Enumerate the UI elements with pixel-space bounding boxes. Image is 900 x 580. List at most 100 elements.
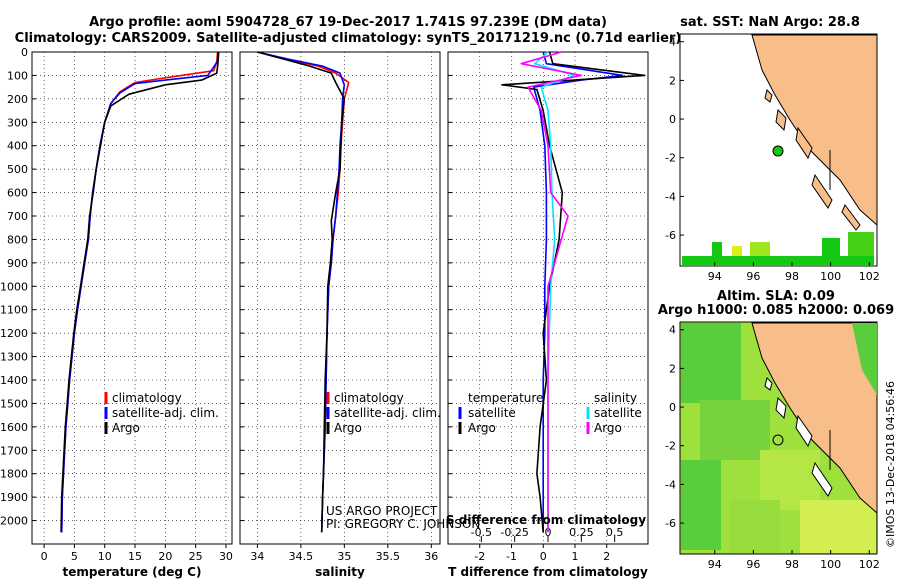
sst-map-axes: 94 96 98 100 102 4 2 0 -2 -4 -6 [665, 36, 880, 283]
island [841, 204, 861, 231]
argo-float-marker [772, 145, 784, 157]
sst-map [682, 34, 878, 265]
salinity-legend: climatology satellite-adj. clim. Argo [326, 391, 441, 435]
y-tick-label: 300 [7, 116, 28, 129]
x-tick-label: 35 [337, 550, 351, 563]
watermark: ©IMOS 13-Dec-2018 04:56:46 [884, 381, 897, 548]
legend-argo: Argo [334, 421, 362, 435]
y-tick-label: 1000 [0, 280, 28, 293]
sst-patch [682, 256, 874, 265]
y-tick-label: 1700 [0, 444, 28, 457]
island [795, 414, 813, 448]
title-line-1: Argo profile: aoml 5904728_67 19-Dec-201… [89, 15, 607, 30]
map-x-tick-label: 100 [820, 270, 841, 283]
island [764, 377, 773, 391]
difference-panel: -2 -1 0 1 2 -0.5 -0.25 0 0.25 0.5 [448, 51, 648, 563]
argo-float-marker [772, 434, 784, 446]
map-y-tick-label: 4 [669, 36, 676, 49]
map-y-tick-label: -4 [665, 190, 676, 203]
sdiff-xlabel: S difference from climatology [446, 513, 646, 527]
legend-t-argo: Argo [468, 421, 496, 435]
y-tick-label: 1500 [0, 397, 28, 410]
sst-map-title: sat. SST: NaN Argo: 28.8 [680, 15, 860, 30]
legend-s-argo: Argo [594, 421, 622, 435]
map-x-tick-label: 100 [820, 558, 841, 571]
legend-s-satellite: satellite [594, 406, 642, 420]
y-tick-label: 100 [7, 69, 28, 82]
y-tick-label: 900 [7, 257, 28, 270]
island [764, 89, 773, 103]
s-tick-label: -0.25 [500, 526, 528, 539]
map-x-tick-label: 102 [859, 270, 880, 283]
sst-patches [682, 232, 874, 265]
series-line-climatology [60, 51, 219, 533]
x-tick-label: 1 [571, 550, 578, 563]
temperature-panel: 0100200300400500600700800900100011001200… [0, 46, 233, 563]
x-tick-label: 30 [219, 550, 233, 563]
map-y-tick-label: 2 [669, 362, 676, 375]
y-tick-label: 1300 [0, 351, 28, 364]
sla-patch [800, 500, 876, 553]
title-line-2: Climatology: CARS2009. Satellite-adjuste… [15, 31, 682, 46]
x-tick-label: 10 [98, 550, 112, 563]
sumatra-land [751, 322, 878, 515]
map-x-tick-label: 96 [746, 270, 760, 283]
y-tick-label: 1100 [0, 304, 28, 317]
y-tick-label: 1900 [0, 491, 28, 504]
map-y-tick-label: 2 [669, 74, 676, 87]
sla-map-axes: 94 96 98 100 102 4 2 0 -2 -4 -6 [665, 324, 880, 571]
y-tick-label: 1600 [0, 421, 28, 434]
map-y-tick-label: -6 [665, 517, 676, 530]
map-x-tick-label: 96 [746, 558, 760, 571]
y-tick-label: 1400 [0, 374, 28, 387]
sla-map [681, 322, 878, 553]
temperature-legend: climatology satellite-adj. clim. Argo [104, 391, 219, 435]
legend-argo: Argo [112, 421, 140, 435]
map-x-tick-label: 102 [859, 558, 880, 571]
legend-climatology: climatology [112, 391, 182, 405]
sla-patch [681, 323, 741, 403]
y-tick-label: 200 [7, 93, 28, 106]
series-line-climatology [257, 51, 350, 533]
map-x-tick-label: 94 [708, 558, 722, 571]
credit-line-2: PI: GREGORY C. JOHNSON [326, 517, 480, 531]
legend-satellite: satellite-adj. clim. [334, 406, 441, 420]
temperature-panel-frame [31, 51, 233, 545]
tdiff-xlabel: T difference from climatology [448, 565, 648, 579]
island [775, 108, 787, 132]
series-line-s-argo [520, 51, 583, 533]
sla-patch [700, 400, 770, 460]
map-x-tick-label: 94 [708, 270, 722, 283]
x-tick-label: 2 [603, 550, 610, 563]
map-x-tick-label: 98 [785, 558, 799, 571]
y-tick-label: 1200 [0, 327, 28, 340]
x-tick-label: 0 [540, 550, 547, 563]
y-tick-label: 800 [7, 233, 28, 246]
x-tick-label: 25 [189, 550, 203, 563]
sla-patch [730, 500, 780, 553]
x-tick-label: 35.5 [376, 550, 401, 563]
s-tick-label: 0.5 [606, 526, 624, 539]
y-tick-label: 1800 [0, 468, 28, 481]
x-tick-label: 20 [158, 550, 172, 563]
series-line-t-satellite [532, 51, 624, 533]
legend-temperature-heading: temperature [468, 391, 543, 405]
map-y-tick-label: -2 [665, 152, 676, 165]
sst-patch [822, 238, 840, 256]
x-tick-label: 36 [424, 550, 438, 563]
sst-patch [750, 242, 770, 256]
difference-legend: temperature satellite Argo salinity sate… [458, 391, 642, 435]
series-line-t-argo [501, 51, 646, 533]
island [811, 173, 833, 209]
series-line-satellite-adj-clim- [257, 51, 346, 533]
legend-t-satellite: satellite [468, 406, 516, 420]
map-y-tick-label: 0 [669, 113, 676, 126]
legend-salinity-heading: salinity [594, 391, 637, 405]
salinity-xlabel: salinity [315, 565, 365, 579]
y-tick-label: 0 [21, 46, 28, 59]
map-y-tick-label: 4 [669, 324, 676, 337]
map-x-tick-label: 98 [785, 270, 799, 283]
credit-line-1: US ARGO PROJECT [326, 504, 438, 518]
x-tick-label: -2 [474, 550, 485, 563]
